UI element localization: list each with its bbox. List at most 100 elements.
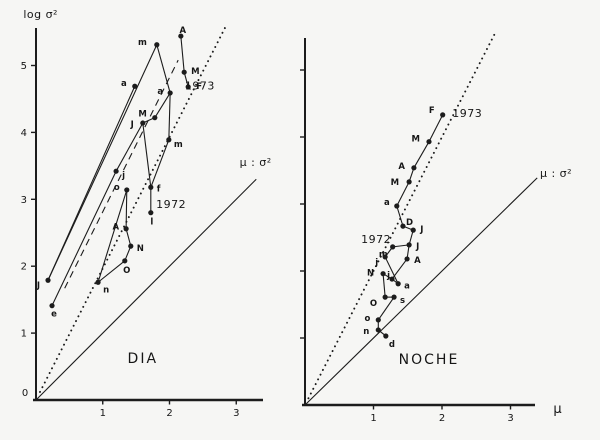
point-label: F	[429, 106, 435, 116]
data-point	[95, 279, 101, 285]
data-segment	[150, 139, 170, 188]
point-label: J	[415, 242, 419, 252]
data-point	[152, 115, 158, 121]
data-segment	[391, 258, 408, 280]
y-tick-label: 5	[21, 61, 27, 72]
point-label: M	[191, 67, 199, 77]
data-point	[181, 69, 187, 75]
point-label: J	[419, 225, 423, 235]
data-point	[128, 243, 134, 249]
data-point	[113, 168, 119, 174]
point-label: O	[123, 266, 130, 276]
point-label: F	[196, 82, 202, 92]
data-point	[440, 112, 446, 118]
point-label: f	[157, 184, 161, 194]
ref-line-equality-line	[35, 178, 257, 401]
data-segment	[156, 44, 171, 94]
data-segment	[180, 36, 185, 73]
x-tick-label: 3	[507, 413, 513, 424]
data-segment	[168, 92, 171, 140]
data-point	[382, 294, 388, 300]
point-label: A	[414, 256, 421, 266]
data-point	[400, 223, 406, 229]
data-point	[122, 258, 128, 264]
point-label: A	[398, 162, 405, 172]
data-point	[375, 317, 381, 323]
point-label: M	[138, 110, 146, 120]
point-label: M	[412, 135, 420, 145]
y-tick-label: 4	[21, 128, 27, 139]
point-label: a	[404, 282, 410, 292]
point-label: A	[113, 223, 120, 233]
point-label: J	[36, 281, 40, 291]
point-label: j	[121, 171, 125, 181]
annotation-year-1972: 1972	[361, 233, 391, 246]
point-label: M	[391, 178, 399, 188]
data-point	[132, 83, 138, 89]
x-tick-label: 3	[233, 408, 239, 419]
point-label: D	[406, 218, 413, 228]
data-point	[395, 281, 401, 287]
point-label: m	[138, 38, 147, 48]
data-segment	[125, 189, 128, 229]
ref-line-slope2-line	[39, 27, 226, 393]
y-tick-label: 3	[21, 195, 27, 206]
data-point	[383, 333, 389, 339]
data-segment	[124, 245, 132, 262]
point-label: n	[363, 327, 369, 337]
point-label: J	[130, 120, 134, 130]
data-segment	[428, 114, 444, 142]
x-tick-label: 2	[166, 408, 172, 419]
point-label: d	[389, 340, 395, 350]
annotation-year-1973: 1973	[185, 80, 215, 93]
data-point	[406, 179, 412, 185]
annotation-x-axis-title: μ	[553, 402, 562, 417]
data-segment	[384, 256, 399, 284]
x-tick-label: 2	[439, 413, 445, 424]
data-point	[426, 139, 432, 145]
data-point	[49, 303, 55, 309]
data-point	[389, 276, 395, 282]
point-label: m	[174, 140, 183, 150]
data-point	[123, 226, 129, 232]
point-label: s	[400, 296, 405, 306]
x-tick-label: 1	[100, 408, 106, 419]
data-segment	[97, 260, 126, 283]
data-point	[380, 271, 386, 277]
point-label: N	[367, 269, 374, 279]
data-segment	[413, 141, 430, 169]
data-point	[410, 227, 416, 233]
annotation-year-1973: 1973	[452, 107, 482, 120]
data-point	[167, 90, 173, 96]
data-point	[140, 120, 146, 126]
annotation-origin-label: 0	[22, 388, 29, 399]
point-label: j	[374, 258, 378, 268]
data-segment	[115, 122, 144, 172]
data-segment	[125, 228, 132, 247]
y-tick-label: 1	[21, 329, 27, 340]
point-label: o	[114, 183, 120, 193]
annotation-panel-title: NOCHE	[399, 352, 460, 368]
data-point	[148, 184, 154, 190]
data-point	[394, 203, 400, 209]
data-point	[411, 165, 417, 171]
data-point	[375, 327, 381, 333]
point-label: j	[386, 271, 390, 281]
data-point	[404, 256, 410, 262]
point-label: N	[137, 244, 144, 254]
ref-line-equality-line	[304, 177, 538, 406]
point-label: a	[157, 87, 163, 97]
annotation-equality-line-label: μ : σ²	[540, 167, 572, 180]
annotation-equality-line-label: μ : σ²	[240, 156, 272, 169]
point-label: l	[150, 218, 153, 228]
data-point	[390, 244, 396, 250]
point-label: n	[103, 285, 109, 295]
ref-line-slope2-line	[307, 31, 497, 400]
data-point	[391, 294, 397, 300]
data-point	[166, 137, 172, 143]
point-label: a	[121, 79, 127, 89]
